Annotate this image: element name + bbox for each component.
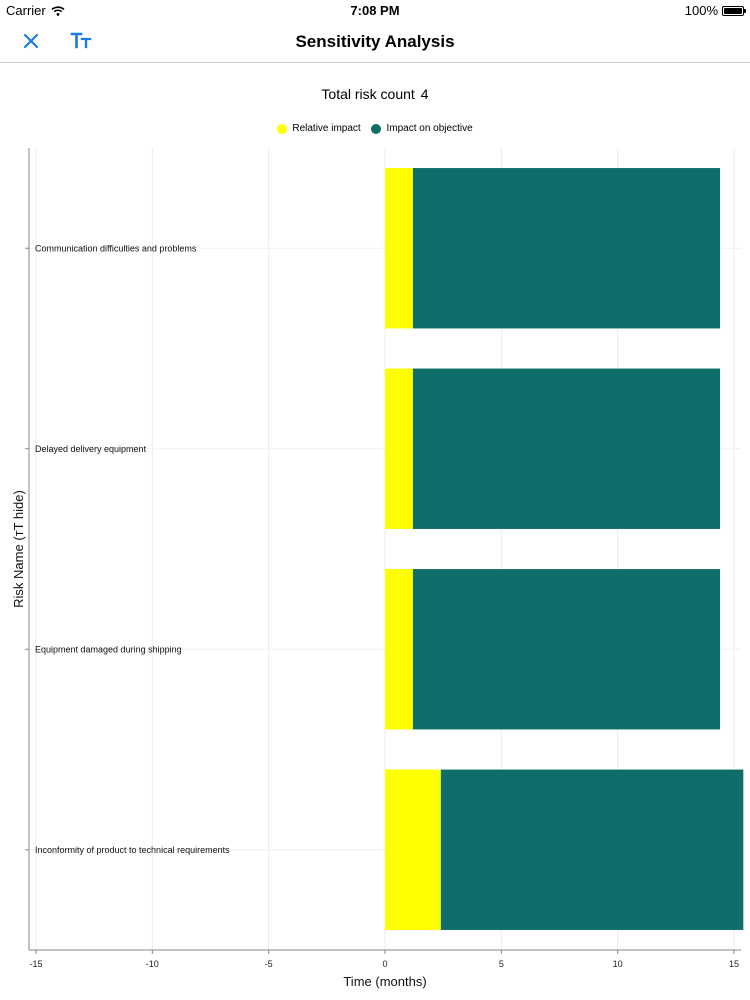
bar-relative-impact — [385, 569, 413, 730]
total-risk-count-label: Total risk count — [321, 86, 415, 102]
y-axis-title: Risk Name (тT hide) — [11, 490, 26, 608]
bar-impact-on-objective — [440, 769, 744, 930]
status-time: 7:08 PM — [350, 3, 400, 18]
x-tick-label: -15 — [29, 959, 42, 969]
legend-label-impact-on-objective: Impact on objective — [386, 123, 473, 134]
x-tick-label: 0 — [382, 959, 387, 969]
x-tick-label: 5 — [499, 959, 504, 969]
navigation-bar: Sensitivity Analysis — [0, 22, 750, 63]
bar-impact-on-objective — [412, 569, 721, 730]
close-icon[interactable] — [20, 30, 42, 52]
text-size-icon[interactable] — [70, 30, 94, 52]
legend-item-impact-on-objective: Impact on objective — [371, 123, 473, 134]
total-risk-count-value: 4 — [420, 86, 429, 102]
category-label: Inconformity of product to technical req… — [35, 845, 230, 855]
category-label: Equipment damaged during shipping — [35, 644, 182, 654]
x-tick-label: 10 — [613, 959, 623, 969]
page-title: Sensitivity Analysis — [295, 32, 455, 51]
x-tick-label: 15 — [729, 959, 739, 969]
bar-impact-on-objective — [412, 168, 721, 329]
x-tick-label: -10 — [146, 959, 159, 969]
category-label: Delayed delivery equipment — [35, 444, 147, 454]
category-label: Communication difficulties and problems — [35, 243, 197, 253]
status-right: 100% — [684, 3, 746, 18]
status-left: Carrier — [6, 3, 65, 18]
chart-legend: Relative impact Impact on objective — [0, 123, 750, 137]
battery-icon — [722, 5, 746, 16]
status-bar: Carrier 7:08 PM 100% — [0, 0, 750, 22]
total-risk-count: Total risk count 4 — [0, 86, 750, 102]
x-axis-title: Time (months) — [343, 974, 426, 989]
wifi-icon — [51, 5, 65, 16]
x-tick-label: -5 — [265, 959, 273, 969]
bar-relative-impact — [385, 168, 413, 329]
carrier-label: Carrier — [6, 3, 46, 18]
legend-dot-impact-on-objective — [371, 123, 382, 134]
legend-dot-relative-impact — [277, 123, 288, 134]
battery-percent: 100% — [684, 3, 718, 18]
bar-relative-impact — [385, 769, 441, 930]
bar-impact-on-objective — [412, 368, 721, 529]
legend-item-relative-impact: Relative impact — [277, 123, 361, 134]
bar-relative-impact — [385, 368, 413, 529]
legend-label-relative-impact: Relative impact — [292, 123, 361, 134]
